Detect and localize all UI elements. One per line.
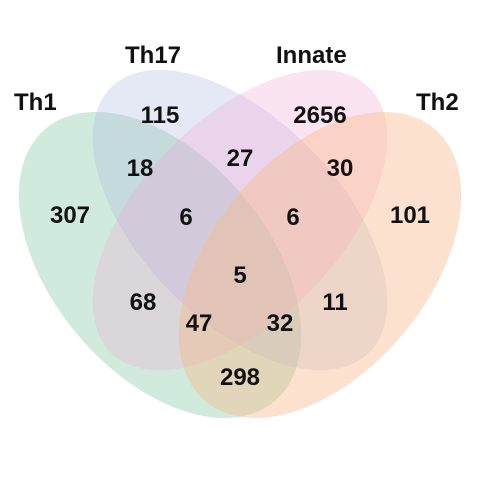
count-th1-only: 307 [50, 202, 90, 229]
count-th17-th2: 11 [322, 289, 347, 316]
set-label-th1: Th1 [14, 89, 57, 116]
count-th1-th17-innate: 6 [179, 204, 192, 231]
set-label-innate: Innate [276, 42, 347, 69]
count-th2-only: 101 [390, 202, 430, 229]
set-label-th2: Th2 [416, 89, 459, 116]
count-th1-th17-th2: 32 [267, 310, 294, 337]
count-th1-th17: 18 [127, 155, 154, 182]
th17-ellipse [92, 69, 388, 371]
count-innate-only: 2656 [293, 102, 346, 129]
count-th17-innate-th2: 6 [286, 204, 299, 231]
count-th17-innate: 27 [227, 145, 254, 172]
innate-ellipse [92, 69, 388, 371]
count-th1-innate: 68 [130, 289, 157, 316]
count-innate-th2: 30 [327, 155, 354, 182]
set-label-th17: Th17 [125, 42, 181, 69]
th1-ellipse [18, 111, 302, 419]
count-all-four: 5 [233, 262, 246, 289]
count-th1-th2: 298 [220, 364, 260, 391]
count-th1-innate-th2: 47 [186, 310, 213, 337]
count-th17-only: 115 [141, 102, 180, 129]
th2-ellipse [178, 111, 462, 419]
